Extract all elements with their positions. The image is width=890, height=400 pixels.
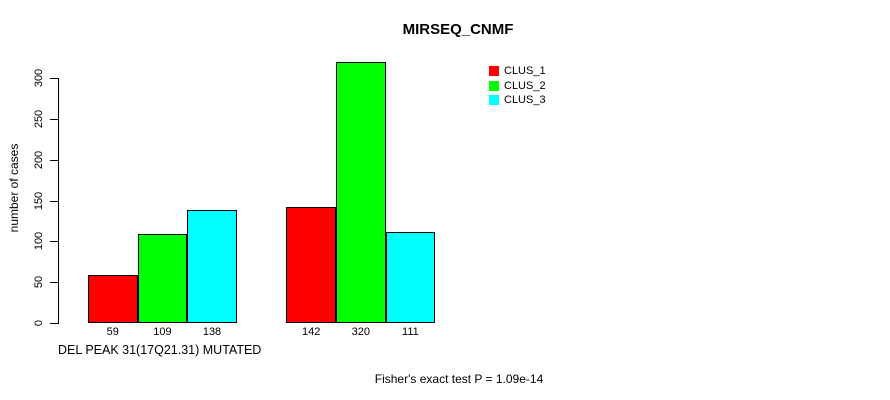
y-axis-tick xyxy=(50,118,58,120)
bar-clus_1-group1 xyxy=(88,274,138,323)
bar-clus_3-group2 xyxy=(385,232,436,323)
y-axis-tick-label: 0 xyxy=(33,319,45,327)
legend-swatch-icon xyxy=(489,95,499,106)
y-axis-tick xyxy=(50,200,58,202)
y-axis-tick-label: 150 xyxy=(33,191,45,210)
bar-value-label: 142 xyxy=(302,326,321,338)
legend-label: CLUS_2 xyxy=(504,79,546,92)
y-axis-tick-label: 100 xyxy=(33,232,45,251)
legend-label: CLUS_1 xyxy=(504,65,546,78)
y-axis-tick xyxy=(50,282,58,284)
y-axis-tick xyxy=(50,323,58,324)
legend-swatch-icon xyxy=(489,80,499,91)
bar-clus_2-group2 xyxy=(336,61,386,323)
bar-clus_3-group1 xyxy=(187,210,237,323)
y-axis-label: number of cases xyxy=(7,143,21,233)
y-axis-tick-label: 50 xyxy=(33,276,45,289)
bar-value-label: 59 xyxy=(106,326,119,338)
legend-entry-clus_2: CLUS_2 xyxy=(489,79,546,94)
y-axis-tick-label: 250 xyxy=(33,109,45,129)
legend: CLUS_1 CLUS_2 CLUS_3 xyxy=(489,64,546,108)
legend-entry-clus_1: CLUS_1 xyxy=(489,64,546,79)
bar-value-label: 109 xyxy=(153,326,172,338)
chart-title: MIRSEQ_CNMF xyxy=(402,21,514,38)
x-axis-label: DEL PEAK 31(17Q21.31) MUTATED xyxy=(58,343,262,357)
bar-clus_2-group1 xyxy=(137,233,188,323)
bar-value-label: 138 xyxy=(202,326,222,338)
y-axis-tick-label: 200 xyxy=(33,150,45,169)
legend-entry-clus_3: CLUS_3 xyxy=(489,93,546,108)
bar-value-label: 320 xyxy=(351,326,370,338)
y-axis-tick xyxy=(50,159,58,161)
footnote-text: Fisher's exact test P = 1.09e-14 xyxy=(374,372,544,386)
bar-clus_1-group2 xyxy=(286,207,336,323)
legend-label: CLUS_3 xyxy=(504,94,546,107)
y-axis-tick xyxy=(50,78,58,79)
y-axis-tick-label: 300 xyxy=(33,68,45,88)
bar-value-label: 111 xyxy=(402,326,419,338)
y-axis-tick xyxy=(50,241,58,243)
y-axis-line xyxy=(58,78,59,324)
legend-swatch-icon xyxy=(489,66,499,77)
